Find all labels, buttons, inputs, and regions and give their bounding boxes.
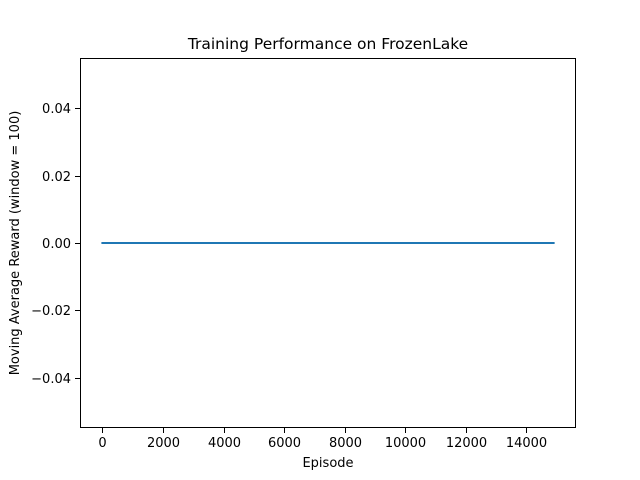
x-tick-label: 12000	[446, 436, 487, 451]
y-tick-label: −0.04	[31, 372, 71, 387]
x-tick-label: 6000	[268, 436, 301, 451]
x-tick-label: 8000	[329, 436, 362, 451]
x-tick-label: 14000	[506, 436, 547, 451]
y-axis: −0.04 −0.02 0.00 0.02 0.04	[31, 102, 80, 387]
chart-title: Training Performance on FrozenLake	[187, 35, 468, 53]
plot-frame	[80, 58, 576, 428]
y-tick-label: 0.04	[42, 102, 71, 117]
x-tick-label: 2000	[147, 436, 180, 451]
y-axis-label: Moving Average Reward (window = 100)	[8, 111, 23, 376]
y-tick-label: 0.00	[42, 237, 71, 252]
x-axis: 0 2000 4000 6000 8000 10000 12000 14000	[98, 428, 547, 451]
x-tick-label: 0	[98, 436, 106, 451]
x-tick-label: 4000	[208, 436, 241, 451]
y-tick-label: 0.02	[42, 170, 71, 185]
y-tick-label: −0.02	[31, 304, 71, 319]
x-tick-label: 10000	[385, 436, 426, 451]
x-axis-label: Episode	[302, 456, 353, 471]
